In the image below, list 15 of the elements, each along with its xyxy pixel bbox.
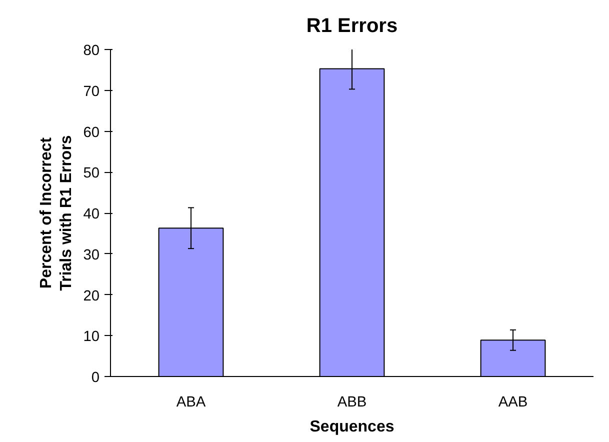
y-tick-label: 50 [83, 166, 100, 182]
y-tick-label: 70 [83, 84, 100, 100]
y-tick-label: 60 [83, 124, 100, 141]
y-tick-label: 0 [91, 370, 100, 386]
y-tick-label: 80 [83, 43, 100, 59]
x-tick-label: ABA [176, 394, 206, 410]
x-tick-label: AAB [498, 394, 528, 410]
y-tick-label: 10 [83, 329, 100, 346]
y-tick-label: 30 [83, 247, 100, 264]
x-tick-label: ABB [337, 394, 367, 410]
y-axis-title: Percent of Incorrect Trials with R1 Errors [38, 135, 76, 291]
y-tick-label: 40 [83, 206, 100, 222]
y-tick-label: 20 [83, 288, 100, 304]
x-axis-title: Sequences [310, 418, 394, 436]
chart-title: R1 Errors [306, 15, 398, 37]
